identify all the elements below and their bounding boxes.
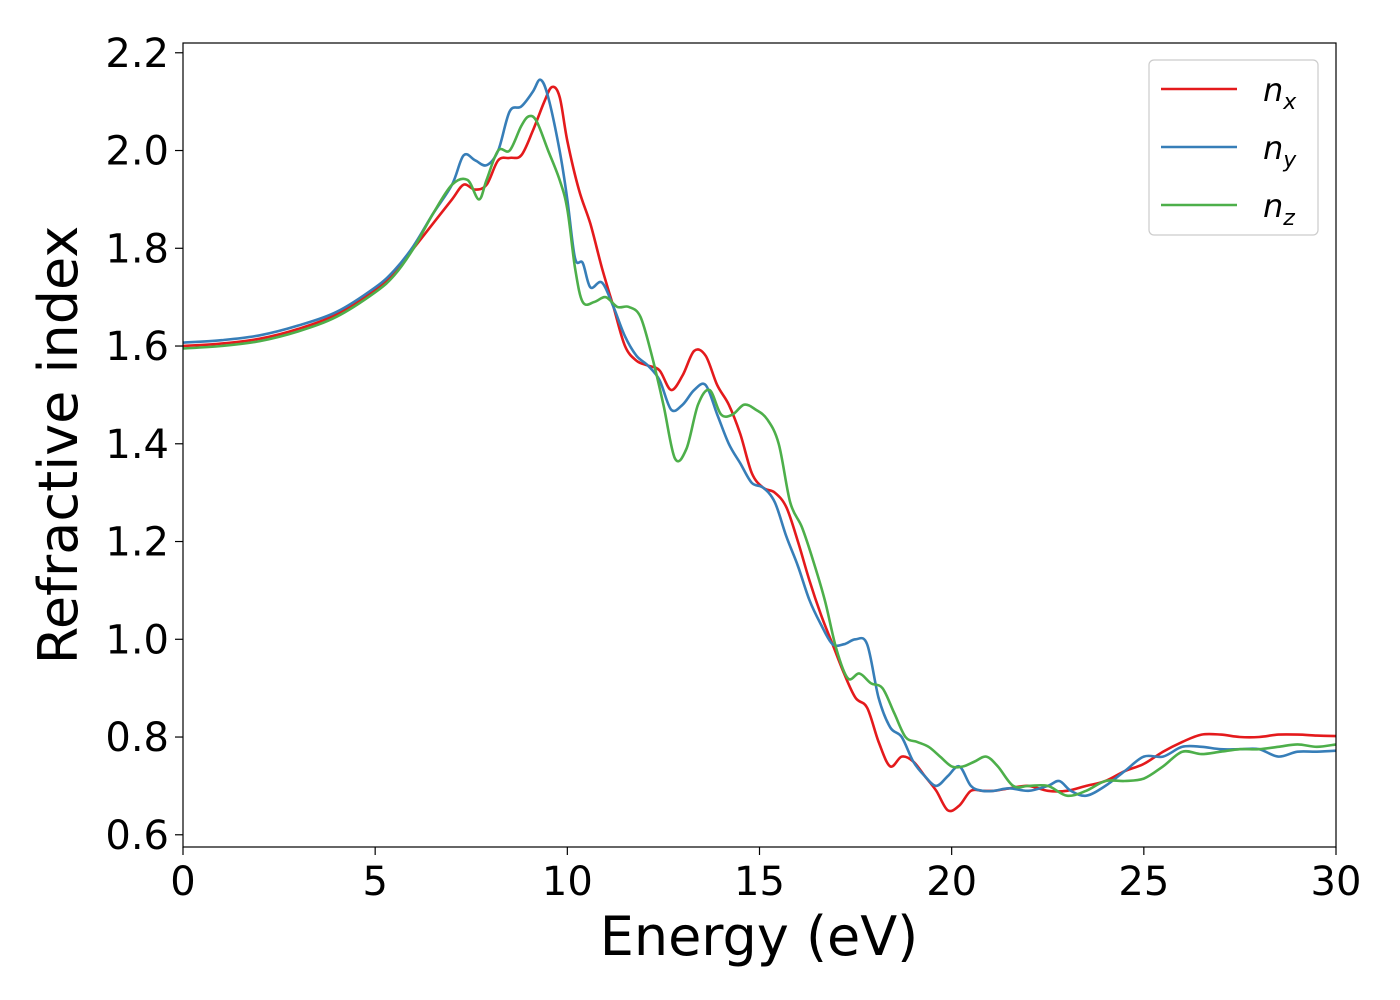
y-tick-label: 0.6 <box>105 813 169 859</box>
y-tick-label: 1.6 <box>105 324 169 370</box>
x-tick-label: 0 <box>170 859 195 905</box>
x-tick-label: 15 <box>734 859 785 905</box>
legend-label-nz: nz <box>1263 187 1295 231</box>
x-tick-label: 30 <box>1311 859 1362 905</box>
legend: nx ny nz <box>1148 59 1319 236</box>
y-axis-ticks: 0.6 0.8 1.0 1.2 1.4 1.6 1.8 2.0 2.2 <box>105 31 183 859</box>
series-layer <box>182 78 1337 813</box>
y-tick-label: 1.2 <box>105 520 169 566</box>
y-tick-label: 1.4 <box>105 422 169 468</box>
series-line-nx <box>182 85 1337 813</box>
y-tick-label: 2.0 <box>105 129 169 175</box>
x-axis-title: Energy (eV) <box>600 905 919 968</box>
x-tick-label: 10 <box>542 859 593 905</box>
y-tick-label: 2.2 <box>105 31 169 77</box>
legend-label-ny: ny <box>1263 129 1297 173</box>
y-axis-title: Refractive index <box>27 226 90 665</box>
y-tick-label: 0.8 <box>105 715 169 761</box>
x-tick-label: 25 <box>1118 859 1169 905</box>
legend-label-nx: nx <box>1263 71 1297 115</box>
series-line-nz <box>182 114 1337 798</box>
y-tick-label: 1.0 <box>105 617 169 663</box>
y-tick-label: 1.8 <box>105 226 169 272</box>
x-tick-label: 20 <box>926 859 977 905</box>
x-tick-label: 5 <box>362 859 387 905</box>
x-axis-ticks: 0 5 10 15 20 25 30 <box>170 847 1361 905</box>
